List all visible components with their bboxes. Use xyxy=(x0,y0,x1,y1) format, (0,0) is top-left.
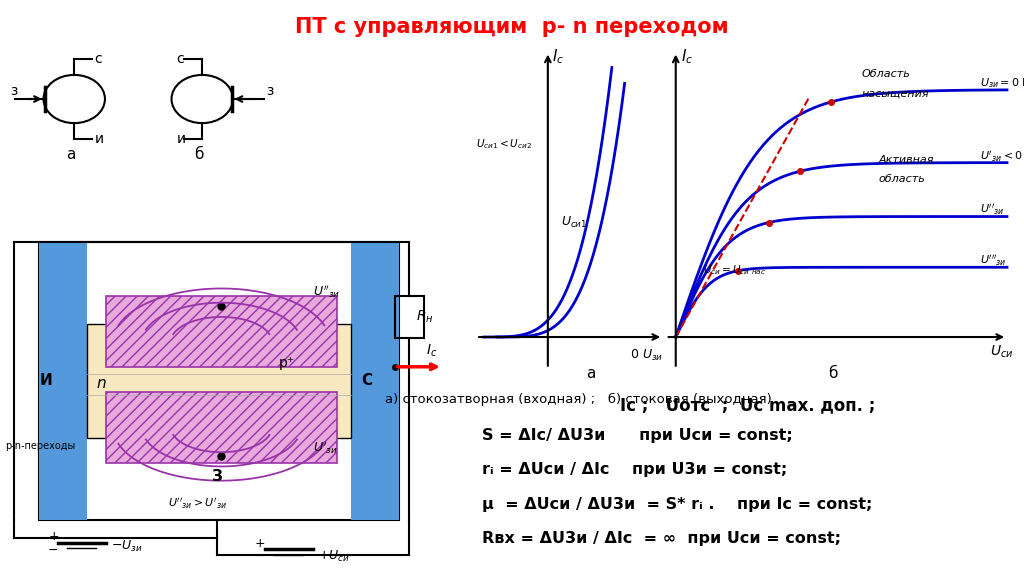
Text: б: б xyxy=(827,366,838,381)
Text: р-n-переходы: р-n-переходы xyxy=(5,441,75,451)
Text: rᵢ = ΔUси / ΔIc    при U3и = const;: rᵢ = ΔUси / ΔIc при U3и = const; xyxy=(482,462,787,477)
Text: $I_c$: $I_c$ xyxy=(426,342,437,359)
Text: $I_c$: $I_c$ xyxy=(552,47,564,66)
Text: С: С xyxy=(360,373,372,387)
Text: с: с xyxy=(177,52,184,66)
Text: З: З xyxy=(212,468,222,484)
Text: И: И xyxy=(40,373,52,387)
Bar xyxy=(105,391,337,463)
Text: Область: Область xyxy=(861,69,910,79)
Text: $U_{зи}=0$ В: $U_{зи}=0$ В xyxy=(980,76,1024,90)
Text: и: и xyxy=(94,132,103,146)
Text: S = ΔIc/ ΔU3и      при Uси = const;: S = ΔIc/ ΔU3и при Uси = const; xyxy=(482,428,793,443)
Text: а) стокозатворная (входная) ;   б) стоковая (выходная): а) стокозатворная (входная) ; б) стокова… xyxy=(385,393,772,406)
Text: $-U_{зи}$: $-U_{зи}$ xyxy=(111,539,142,554)
Text: $U_{си}=U_{си\ нас}$: $U_{си}=U_{си\ нас}$ xyxy=(702,263,766,277)
Text: $U'''_{зи}$: $U'''_{зи}$ xyxy=(980,253,1007,268)
Text: $I_c$: $I_c$ xyxy=(681,47,693,66)
Bar xyxy=(394,296,424,338)
Text: Rвх = ΔU3и / ΔIc  = ∞  при Uси = const;: Rвх = ΔU3и / ΔIc = ∞ при Uси = const; xyxy=(482,531,841,546)
Text: с: с xyxy=(94,52,102,66)
Bar xyxy=(87,324,351,438)
Bar xyxy=(351,242,399,520)
Text: $+U_{си}$: $+U_{си}$ xyxy=(317,549,349,564)
Text: Ic ;   Uотс  ;  Uc max. доп. ;: Ic ; Uотс ; Uc max. доп. ; xyxy=(620,397,876,414)
Text: з: з xyxy=(266,84,273,98)
Text: $U_{си1}$: $U_{си1}$ xyxy=(561,215,587,230)
Text: $U_{си1}<U_{си2}$: $U_{си1}<U_{си2}$ xyxy=(476,137,532,150)
Text: $U''_{зи}>U'_{зи}$: $U''_{зи}>U'_{зи}$ xyxy=(168,497,227,511)
Text: $U''_{зи}$: $U''_{зи}$ xyxy=(980,203,1005,218)
Text: Активная: Активная xyxy=(879,154,934,165)
Text: а: а xyxy=(586,366,596,381)
Text: $U_{си}$: $U_{си}$ xyxy=(990,344,1014,360)
Text: б: б xyxy=(195,148,204,162)
Text: n: n xyxy=(96,376,105,391)
Bar xyxy=(39,242,87,520)
Bar xyxy=(39,242,399,520)
Text: +: + xyxy=(255,537,265,550)
Text: насыщения: насыщения xyxy=(861,88,929,98)
Text: з: з xyxy=(10,84,17,98)
Text: ПТ с управляющим  р- n переходом: ПТ с управляющим р- n переходом xyxy=(295,17,729,37)
Text: −: − xyxy=(48,544,58,557)
Text: $U'_{зи}$: $U'_{зи}$ xyxy=(313,440,338,456)
Bar xyxy=(105,296,337,367)
Text: $0\ U_{зи}$: $0\ U_{зи}$ xyxy=(630,348,663,363)
Text: p⁺: p⁺ xyxy=(280,356,295,370)
Text: а: а xyxy=(67,148,76,162)
Text: μ  = ΔUси / ΔU3и  = S* rᵢ .    при Ic = const;: μ = ΔUси / ΔU3и = S* rᵢ . при Ic = const… xyxy=(482,497,872,511)
Text: $U''_{зи}$: $U''_{зи}$ xyxy=(313,283,340,300)
Text: +: + xyxy=(48,530,58,544)
Text: −: − xyxy=(255,550,265,563)
Text: область: область xyxy=(879,174,926,184)
Text: $U'_{зи}<0$: $U'_{зи}<0$ xyxy=(980,149,1023,164)
Text: $R_н$: $R_н$ xyxy=(417,308,434,325)
Text: и: и xyxy=(177,132,185,146)
